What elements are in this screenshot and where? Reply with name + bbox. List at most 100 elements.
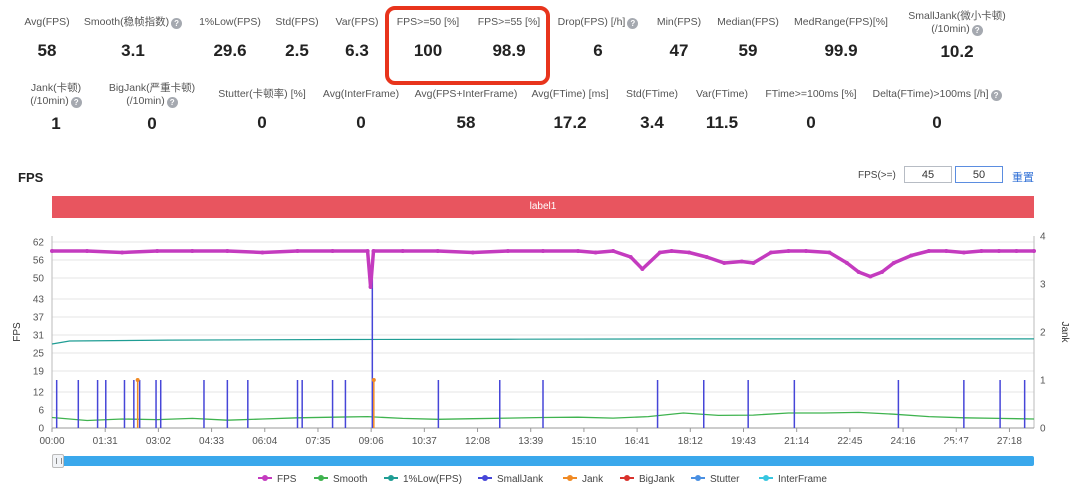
chart-panel-title: FPS	[18, 170, 44, 185]
metric-value: 3.4	[640, 113, 664, 132]
fps-threshold-input-2[interactable]	[955, 166, 1003, 183]
fps-threshold-input-1[interactable]	[904, 166, 952, 183]
reset-link[interactable]: 重置	[1012, 172, 1034, 184]
metric-label-unit: (/10min)?	[82, 95, 222, 108]
fps-point	[926, 249, 931, 253]
fps-point	[961, 250, 966, 255]
legend-item[interactable]: Jank	[563, 474, 603, 485]
fps-point	[804, 249, 809, 253]
metric-label: MedRange(FPS)[%]	[794, 16, 888, 28]
y-tick-label: 25	[33, 349, 45, 360]
help-icon[interactable]: ?	[990, 90, 1002, 101]
fps-point	[371, 249, 376, 253]
fps-point	[909, 253, 914, 258]
help-icon[interactable]: ?	[627, 18, 639, 29]
metric-label: BigJank(严重卡顿)	[108, 82, 196, 94]
metric-label: Min(FPS)	[656, 16, 702, 28]
time-range-scrollbar[interactable]	[52, 456, 1034, 466]
legend-item[interactable]: SmallJank	[478, 474, 543, 485]
legend-item[interactable]: Stutter	[691, 474, 739, 485]
time-range-handle[interactable]	[52, 454, 64, 468]
metric-label: Avg(FPS)	[24, 16, 70, 28]
metrics-row-2: Jank(卡顿) (/10min)? 1 BigJank(严重卡顿) (/10min)?…	[0, 82, 1080, 158]
help-icon[interactable]: ?	[70, 97, 82, 108]
x-tick-label: 16:41	[625, 436, 650, 447]
x-tick-label: 24:16	[891, 436, 916, 447]
row1-metric: Avg(FPS) 58	[0, 16, 117, 61]
fps-point	[85, 249, 90, 253]
metric-value: 17.2	[553, 113, 587, 132]
fps-point	[593, 250, 598, 255]
y-tick-label: 0	[38, 424, 44, 435]
legend-swatch-dot	[388, 475, 394, 481]
legend-swatch	[384, 475, 398, 481]
row1-metric: FPS>=50 [%] 100	[358, 16, 498, 61]
fps-point	[576, 249, 581, 253]
fps-threshold-label: FPS(>=)	[858, 170, 896, 181]
fps-point	[225, 249, 230, 253]
fps-point	[979, 249, 984, 253]
metric-value: 6.3	[345, 41, 369, 60]
metric-value: 6	[593, 41, 603, 60]
metric-label: Avg(FPS+InterFrame)	[414, 88, 518, 100]
fps-point	[844, 261, 849, 265]
fps-point	[880, 270, 885, 274]
x-tick-label: 25:47	[944, 436, 969, 447]
metric-label: Stutter(卡顿率) [%]	[218, 88, 306, 100]
y-axis-label: FPS	[12, 322, 23, 342]
x-tick-label: 13:39	[518, 436, 543, 447]
metrics-row-1: Avg(FPS) 58 Smooth(稳帧指数)? 3.1 1%Low(FPS) 29.6…	[0, 10, 1080, 86]
row2-metric: Avg(InterFrame) 0	[291, 88, 431, 133]
y2-tick-label: 2	[1040, 328, 1046, 339]
fps-point	[996, 249, 1001, 253]
row2-metric: FTime>=100ms [%] 0	[741, 88, 881, 133]
legend-item[interactable]: FPS	[258, 474, 296, 485]
label-bar[interactable]: label1	[52, 196, 1034, 218]
help-icon[interactable]: ?	[971, 25, 983, 36]
help-icon[interactable]: ?	[171, 18, 183, 29]
legend-swatch-dot	[695, 475, 701, 481]
row1-metric: Drop(FPS) [/h]? 6	[528, 16, 668, 61]
x-tick-label: 22:45	[837, 436, 862, 447]
x-tick-label: 10:37	[412, 436, 437, 447]
y2-tick-label: 4	[1040, 232, 1046, 243]
jank-marker	[371, 378, 376, 382]
legend-swatch-dot	[624, 475, 630, 481]
fps-point	[657, 250, 662, 255]
fps-point	[739, 259, 744, 264]
legend-swatch	[478, 475, 492, 481]
metric-label: SmallJank(微小卡顿)	[908, 10, 1006, 22]
help-icon[interactable]: ?	[166, 97, 178, 108]
row1-metric: Median(FPS) 59	[678, 16, 818, 61]
legend-item[interactable]: 1%Low(FPS)	[384, 474, 462, 485]
metric-value: 58	[456, 113, 476, 132]
legend-swatch	[691, 475, 705, 481]
metric-label: Jank(卡顿)	[30, 82, 82, 94]
metric-value: 0	[356, 113, 366, 132]
fps-point	[669, 249, 674, 253]
metric-value: 29.6	[213, 41, 247, 60]
fps-point	[722, 261, 727, 265]
x-tick-label: 21:14	[784, 436, 809, 447]
row1-metric: 1%Low(FPS) 29.6	[160, 16, 300, 61]
legend-item[interactable]: BigJank	[620, 474, 675, 485]
x-tick-label: 01:31	[93, 436, 118, 447]
metric-label: Std(FPS)	[275, 16, 319, 28]
fps-point	[868, 274, 873, 279]
metric-label-unit: (/10min)?	[0, 95, 126, 108]
fps-point	[400, 249, 405, 253]
legend-item[interactable]: Smooth	[314, 474, 367, 485]
legend-swatch	[620, 475, 634, 481]
metric-label: FTime>=100ms [%]	[765, 88, 857, 100]
legend-item[interactable]: InterFrame	[759, 474, 827, 485]
legend-label: BigJank	[639, 474, 675, 485]
fps-point	[365, 249, 370, 253]
metric-label: Smooth(稳帧指数)?	[63, 16, 203, 29]
legend-label: FPS	[277, 474, 297, 485]
fps-point	[1014, 249, 1019, 253]
fps-point	[628, 255, 633, 259]
fps-point	[155, 249, 160, 253]
metric-value: 2.5	[285, 41, 309, 60]
x-tick-label: 06:04	[252, 436, 277, 447]
